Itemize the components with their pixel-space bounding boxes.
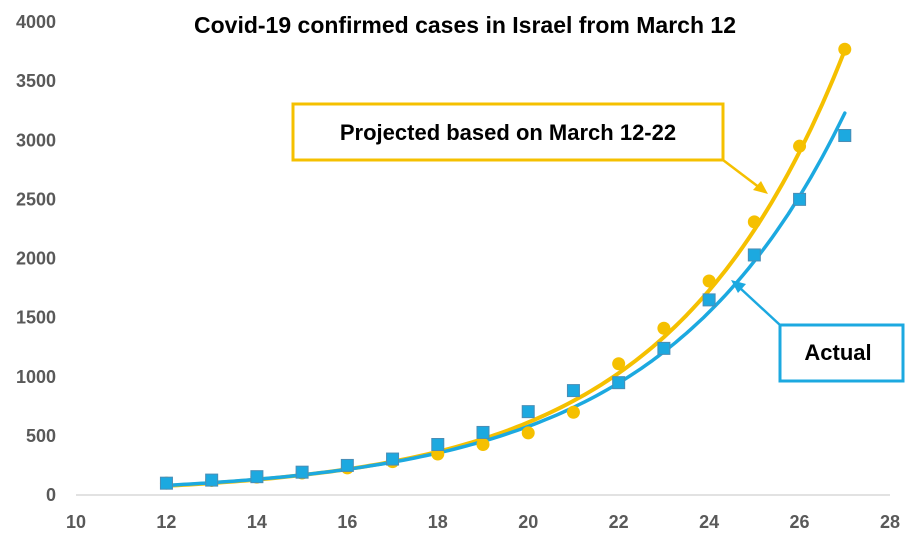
actual-annotation: Actual [731, 280, 905, 383]
actual-annotation-box [778, 323, 905, 383]
y-tick-label: 1500 [16, 308, 56, 328]
actual-point [386, 452, 400, 466]
projected-annotation-arrowhead [753, 181, 768, 194]
projected-point [793, 139, 807, 153]
actual-point [250, 470, 264, 484]
x-axis-ticks: 10 12 14 16 18 20 22 24 26 28 [66, 512, 900, 532]
actual-point [340, 458, 354, 472]
y-tick-label: 1000 [16, 367, 56, 387]
actual-point [295, 465, 309, 479]
actual-point [793, 192, 807, 206]
y-tick-label: 3500 [16, 71, 56, 91]
x-tick-label: 24 [699, 512, 719, 532]
actual-point [431, 438, 445, 452]
projected-point [702, 274, 716, 288]
projected-point [657, 321, 671, 335]
data-markers [159, 42, 852, 490]
x-tick-label: 20 [518, 512, 538, 532]
actual-point [476, 425, 490, 439]
actual-point [838, 129, 852, 143]
x-tick-label: 12 [156, 512, 176, 532]
projected-annotation-box [291, 102, 725, 162]
series-line-actual [164, 111, 847, 488]
actual-point [521, 405, 535, 419]
x-tick-label: 18 [428, 512, 448, 532]
trend-lines [164, 48, 847, 488]
actual-point [612, 376, 626, 390]
x-tick-label: 14 [247, 512, 267, 532]
projected-point [566, 405, 580, 419]
y-tick-label: 3000 [16, 130, 56, 150]
y-tick-label: 500 [26, 426, 56, 446]
chart-title: Covid-19 confirmed cases in Israel from … [194, 12, 736, 38]
x-tick-label: 26 [790, 512, 810, 532]
projected-point [476, 438, 490, 452]
x-tick-label: 28 [880, 512, 900, 532]
actual-point [702, 293, 716, 307]
projected-annotation-label: Projected based on March 12-22 [340, 120, 676, 145]
actual-point [205, 473, 219, 487]
actual-annotation-label: Actual [804, 340, 871, 365]
y-tick-label: 2000 [16, 249, 56, 269]
actual-point [657, 341, 671, 355]
actual-annotation-arrowhead [731, 280, 746, 293]
actual-point [747, 248, 761, 262]
projected-point [747, 215, 761, 229]
projected-point [521, 426, 535, 440]
actual-point [159, 476, 173, 490]
projected-point [612, 357, 626, 371]
y-tick-label: 0 [46, 485, 56, 505]
actual-annotation-arrow [739, 287, 781, 326]
x-tick-label: 16 [337, 512, 357, 532]
y-tick-label: 4000 [16, 12, 56, 32]
x-tick-label: 10 [66, 512, 86, 532]
projected-annotation: Projected based on March 12-22 [291, 102, 768, 194]
actual-point [566, 384, 580, 398]
projected-annotation-arrow [722, 159, 761, 189]
projected-point [838, 42, 852, 56]
y-axis-ticks: 0 500 1000 1500 2000 2500 3000 3500 4000 [16, 12, 56, 505]
x-tick-label: 22 [609, 512, 629, 532]
y-tick-label: 2500 [16, 189, 56, 209]
